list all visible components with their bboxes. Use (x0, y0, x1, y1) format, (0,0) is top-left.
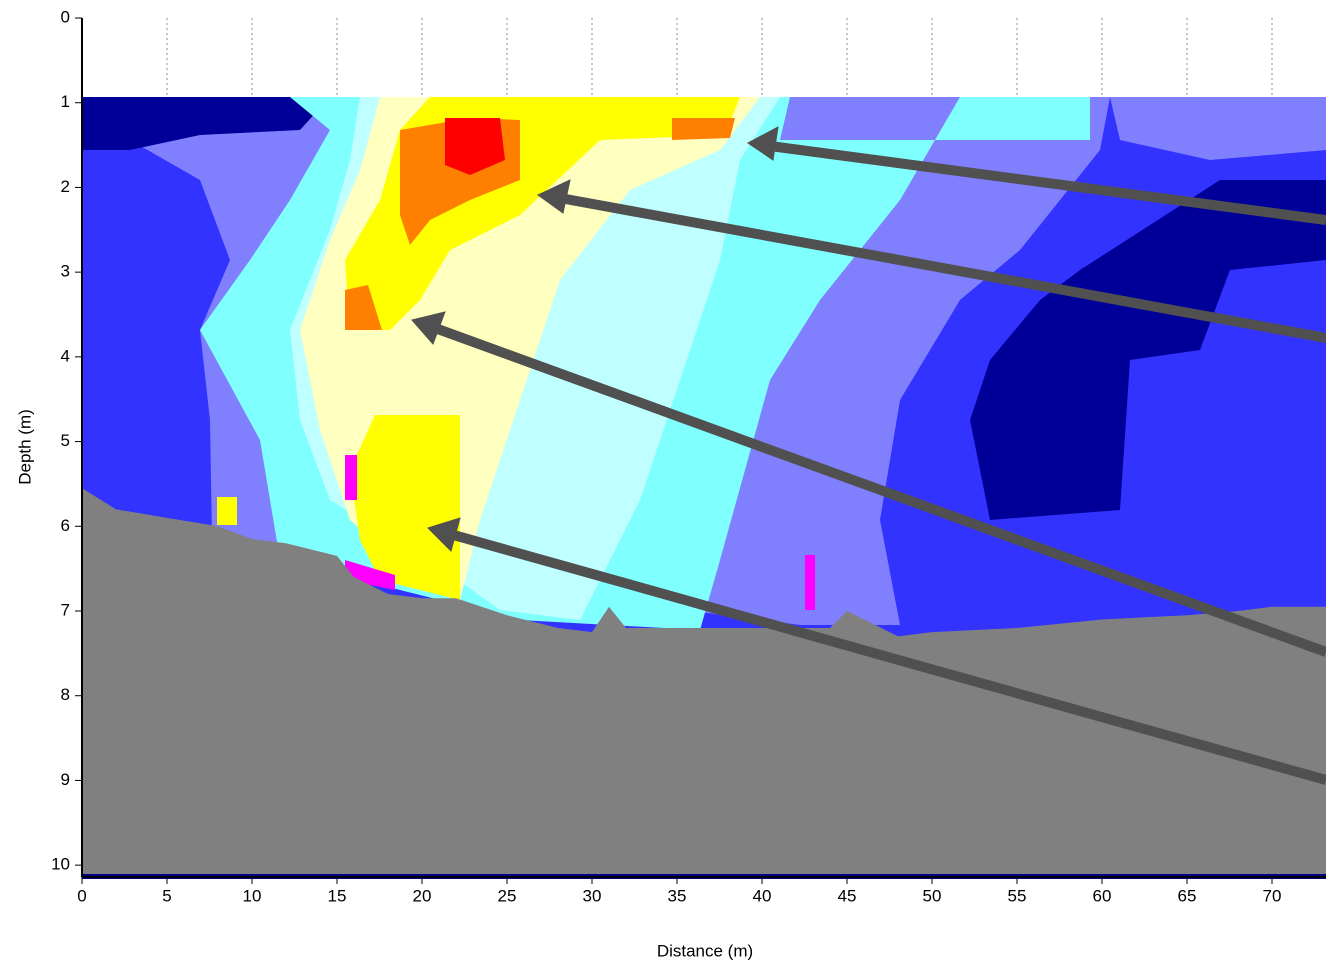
y-tick-label: 3 (61, 262, 70, 281)
x-tick-label: 30 (583, 886, 602, 905)
y-tick-label: 9 (61, 770, 70, 789)
x-tick-label: 45 (838, 886, 857, 905)
y-axis-label: Depth (m) (15, 409, 34, 485)
y-tick-label: 4 (61, 346, 70, 365)
x-axis-label: Distance (m) (657, 941, 753, 960)
x-tick-label: 55 (1008, 886, 1027, 905)
x-tick-label: 20 (413, 886, 432, 905)
x-tick-label: 5 (162, 886, 171, 905)
y-tick-label: 7 (61, 600, 70, 619)
y-tick-label: 6 (61, 516, 70, 535)
x-tick-label: 40 (753, 886, 772, 905)
y-tick-label: 5 (61, 431, 70, 450)
x-tick-label: 70 (1263, 886, 1282, 905)
y-tick-label: 8 (61, 685, 70, 704)
y-tick-label: 2 (61, 177, 70, 196)
chart: 0510152025303540455055606570012345678910… (0, 0, 1326, 968)
x-tick-label: 0 (77, 886, 86, 905)
y-tick-label: 0 (61, 7, 70, 26)
y-tick-label: 1 (61, 92, 70, 111)
x-tick-label: 15 (328, 886, 347, 905)
x-tick-label: 25 (498, 886, 517, 905)
y-tick-label: 10 (51, 855, 70, 874)
x-tick-label: 50 (923, 886, 942, 905)
x-tick-label: 60 (1093, 886, 1112, 905)
x-tick-label: 10 (243, 886, 262, 905)
page: {"chart_data": {"type": "contour", "x_la… (0, 0, 1326, 968)
x-tick-label: 35 (668, 886, 687, 905)
x-tick-label: 65 (1178, 886, 1197, 905)
